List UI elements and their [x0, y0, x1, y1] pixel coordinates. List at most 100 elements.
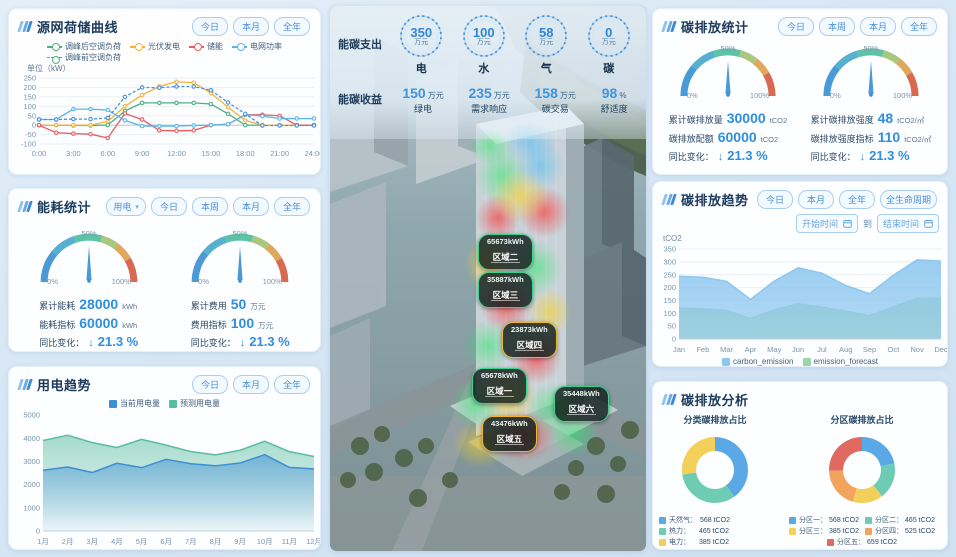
- svg-text:Feb: Feb: [696, 345, 709, 354]
- energy-type-dropdown[interactable]: 用电 ▾: [106, 197, 146, 216]
- zone-kwh: 23873kWh: [511, 325, 548, 334]
- legend-label: 分区五：: [837, 539, 865, 546]
- donut-slice: [682, 437, 715, 475]
- zone-tag[interactable]: 65678kWh 区域一: [472, 368, 527, 405]
- tab-today[interactable]: 今日: [756, 190, 793, 209]
- tab-today[interactable]: 今日: [777, 17, 814, 36]
- legend-item[interactable]: 分区一： 568 tCO2: [789, 515, 859, 525]
- svg-text:Jun: Jun: [792, 345, 804, 354]
- tab-month[interactable]: 本月: [232, 375, 269, 394]
- legend-item[interactable]: 热力： 465 tCO2: [659, 526, 771, 536]
- tab-year[interactable]: 全年: [838, 190, 875, 209]
- tab-today[interactable]: 今日: [150, 197, 187, 216]
- zone-tag[interactable]: 43476kWh 区域五: [482, 416, 537, 453]
- tab-group-source-grid: 今日 本月 全年: [191, 17, 310, 36]
- svg-text:Oct: Oct: [888, 345, 901, 354]
- legend-item[interactable]: 电网功率: [232, 41, 282, 52]
- tab-week[interactable]: 本周: [818, 17, 855, 36]
- tab-month[interactable]: 本月: [859, 17, 896, 36]
- legend-item[interactable]: 分区四： 525 tCO2: [865, 526, 935, 536]
- donut-slice: [829, 470, 857, 502]
- svg-text:50%: 50%: [81, 229, 96, 238]
- zone-tag[interactable]: 35887kWh 区域三: [478, 272, 533, 309]
- kpi-item: 235 万元 需求响应: [468, 85, 509, 115]
- panel-title: 用电趋势: [37, 378, 92, 393]
- panel-energy-stats: 能耗统计 用电 ▾ 今日 本周 本月 全年 50% 0% 100% 累计能耗 280: [8, 188, 321, 352]
- donut-category: 分类碳排放占比 天然气： 568 tCO2 热力： 465 tCO2 电力： 385 tC…: [659, 413, 771, 547]
- chart-legend-row2: 调峰前空调负荷: [9, 52, 320, 64]
- zone-tag[interactable]: 35448kWh 区域六: [554, 386, 609, 423]
- legend-item[interactable]: 天然气： 568 tCO2: [659, 515, 771, 525]
- kpi-ring: 100 万元: [462, 14, 506, 58]
- tab-month[interactable]: 本月: [232, 17, 269, 36]
- kpi-caption: 需求响应: [471, 104, 508, 114]
- building-3d-view[interactable]: 能碳支出 350 万元电 100 万元水 58 万元气 0 万元碳 能碳收益 150 万元 绿电 2…: [330, 6, 646, 551]
- legend-item[interactable]: carbon_emission: [722, 357, 794, 366]
- svg-text:200: 200: [23, 83, 36, 92]
- tab-today[interactable]: 今日: [191, 375, 228, 394]
- kpi-value: 100: [472, 25, 495, 40]
- tab-lifecycle[interactable]: 全生命周期: [879, 190, 937, 209]
- category-donut-chart[interactable]: [663, 427, 767, 513]
- tab-week[interactable]: 本周: [191, 197, 228, 216]
- legend-item[interactable]: 当前用电量: [109, 398, 160, 409]
- svg-text:11月: 11月: [282, 537, 297, 546]
- zone-kwh: 65673kWh: [487, 237, 524, 246]
- kpi-unit: 万元: [476, 39, 491, 46]
- kpi-unit: 万元: [414, 39, 429, 46]
- expense-section: 能碳支出 350 万元电 100 万元水 58 万元气 0 万元碳: [338, 14, 640, 76]
- legend-item[interactable]: 调峰前空调负荷: [47, 52, 121, 64]
- svg-text:Mar: Mar: [720, 345, 733, 354]
- zone-donut-chart[interactable]: [810, 427, 914, 513]
- zone-kwh: 65678kWh: [481, 371, 518, 380]
- tab-month[interactable]: 本月: [797, 190, 834, 209]
- tab-year[interactable]: 全年: [900, 17, 937, 36]
- tab-year[interactable]: 全年: [273, 17, 310, 36]
- kpi-caption: 碳: [603, 63, 615, 75]
- tab-year[interactable]: 全年: [273, 197, 310, 216]
- zone-name: 区域二: [490, 251, 521, 264]
- end-date-picker[interactable]: 结束时间: [876, 214, 939, 233]
- legend-item[interactable]: 分区五： 659 tCO2: [827, 537, 897, 547]
- date-range-separator: 到: [862, 219, 872, 229]
- legend-swatch: [789, 516, 796, 524]
- chart-legend: carbon_emission emission_forecast: [653, 357, 947, 366]
- kpi-unit: 万元: [427, 91, 444, 100]
- legend-item[interactable]: emission_forecast: [802, 357, 878, 366]
- kpi-caption: 气: [540, 63, 552, 75]
- svg-text:0%: 0%: [687, 91, 698, 100]
- legend-item[interactable]: 光伏发电: [130, 41, 180, 52]
- metric-compare-row: 同比变化： ↓ 21.3 %: [668, 147, 768, 163]
- start-date-picker[interactable]: 开始时间: [795, 214, 858, 233]
- metric-row: 碳排放配额 60000 tCO2: [668, 128, 779, 145]
- legend-swatch: [865, 527, 872, 535]
- legend-item[interactable]: 电力： 385 tCO2: [659, 537, 771, 547]
- legend-item[interactable]: 分区二： 465 tCO2: [865, 515, 935, 525]
- svg-text:9月: 9月: [234, 537, 246, 546]
- tab-group-power-trend: 今日 本月 全年: [191, 375, 310, 394]
- svg-text:0%: 0%: [47, 277, 58, 286]
- legend-item[interactable]: 分区三： 385 tCO2: [789, 526, 859, 536]
- zone-tag[interactable]: 65673kWh 区域二: [478, 234, 533, 271]
- legend-item[interactable]: 调峰后空调负荷: [47, 41, 121, 52]
- tab-month[interactable]: 本月: [232, 197, 269, 216]
- svg-text:12月: 12月: [306, 537, 321, 546]
- carbon-intensity-gauge: 50% 0% 100%: [823, 46, 919, 100]
- svg-text:3000: 3000: [23, 457, 40, 466]
- tab-group-carbon-stats: 今日 本周 本月 全年: [777, 17, 937, 36]
- zone-name: 区域六: [566, 403, 597, 416]
- panel-carbon-stats: 碳排放统计 今日 本周 本月 全年 50% 0% 100% 累计碳排放量 30000…: [652, 8, 948, 175]
- kpi-value: 98: [601, 85, 618, 101]
- kpi-caption: 舒适度: [600, 104, 628, 114]
- legend-swatch: [659, 527, 666, 535]
- svg-text:0: 0: [672, 335, 676, 344]
- svg-text:18:00: 18:00: [236, 149, 255, 158]
- zone-tag[interactable]: 23873kWh 区域四: [502, 322, 557, 359]
- tab-today[interactable]: 今日: [191, 17, 228, 36]
- legend-item[interactable]: 储能: [189, 41, 223, 52]
- svg-text:-50: -50: [25, 130, 36, 139]
- metric-row: 累计碳排放量 30000 tCO2: [668, 110, 788, 126]
- tab-year[interactable]: 全年: [273, 375, 310, 394]
- panel-accent-icon: [17, 379, 33, 390]
- legend-item[interactable]: 预测用电量: [169, 398, 220, 409]
